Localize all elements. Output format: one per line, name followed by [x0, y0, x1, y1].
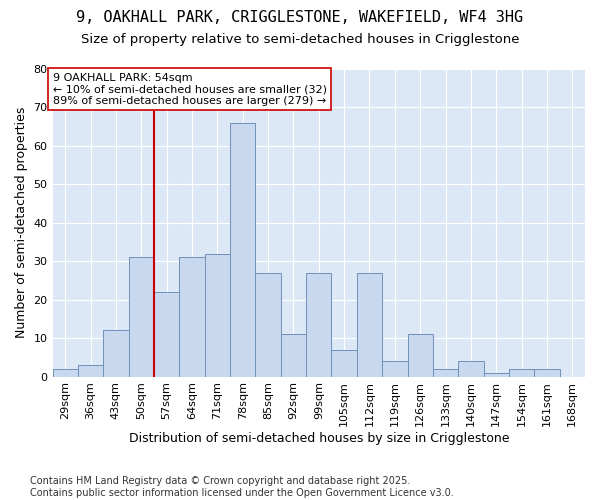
- Bar: [281, 334, 306, 376]
- Bar: [484, 372, 509, 376]
- Text: Size of property relative to semi-detached houses in Crigglestone: Size of property relative to semi-detach…: [81, 32, 519, 46]
- Y-axis label: Number of semi-detached properties: Number of semi-detached properties: [15, 107, 28, 338]
- Bar: [509, 369, 534, 376]
- Bar: [306, 273, 331, 376]
- Bar: [154, 292, 179, 376]
- Bar: [458, 361, 484, 376]
- Bar: [433, 369, 458, 376]
- Bar: [179, 258, 205, 376]
- Bar: [230, 123, 256, 376]
- Bar: [205, 254, 230, 376]
- Text: 9, OAKHALL PARK, CRIGGLESTONE, WAKEFIELD, WF4 3HG: 9, OAKHALL PARK, CRIGGLESTONE, WAKEFIELD…: [76, 10, 524, 25]
- Bar: [103, 330, 128, 376]
- Bar: [78, 365, 103, 376]
- Bar: [382, 361, 407, 376]
- Text: Contains HM Land Registry data © Crown copyright and database right 2025.
Contai: Contains HM Land Registry data © Crown c…: [30, 476, 454, 498]
- Bar: [407, 334, 433, 376]
- Bar: [534, 369, 560, 376]
- Bar: [256, 273, 281, 376]
- Bar: [357, 273, 382, 376]
- Bar: [53, 369, 78, 376]
- Bar: [331, 350, 357, 376]
- X-axis label: Distribution of semi-detached houses by size in Crigglestone: Distribution of semi-detached houses by …: [128, 432, 509, 445]
- Bar: [128, 258, 154, 376]
- Text: 9 OAKHALL PARK: 54sqm
← 10% of semi-detached houses are smaller (32)
89% of semi: 9 OAKHALL PARK: 54sqm ← 10% of semi-deta…: [53, 73, 326, 106]
